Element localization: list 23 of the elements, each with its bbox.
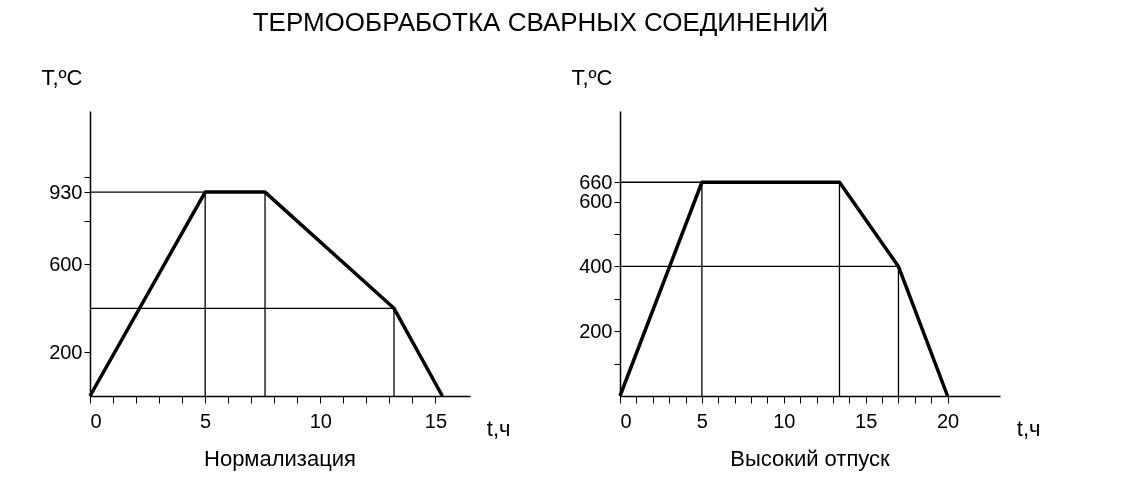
y-tick-label: 600 [49, 252, 83, 275]
y-axis-title: T,ºC [571, 64, 613, 90]
y-tick-label: 200 [49, 340, 83, 363]
x-tick-label: 5 [200, 409, 212, 432]
x-tick-label: 5 [696, 409, 708, 432]
y-tick-label: 200 [579, 319, 613, 342]
x-tick-label: 20 [936, 409, 960, 432]
x-tick-label: 0 [90, 409, 102, 432]
y-tick-label: 600 [579, 190, 613, 213]
x-tick-label: 10 [773, 409, 796, 432]
text: Нормализация [204, 446, 356, 471]
x-tick-label: 0 [620, 409, 632, 432]
text: Высокий отпуск [730, 446, 891, 471]
x-tick-label: 10 [309, 409, 332, 432]
y-axis-title: T,ºC [41, 64, 83, 90]
x-tick-label: 15 [855, 409, 878, 432]
y-tick-label: 930 [49, 180, 83, 203]
x-axis-title: t,ч [486, 415, 511, 441]
y-tick-label: 660 [579, 170, 613, 193]
x-axis-title: t,ч [1016, 415, 1041, 441]
y-tick-label: 400 [579, 254, 613, 277]
text: ТЕРМООБРАБОТКА СВАРНЫХ СОЕДИНЕНИЙ [252, 7, 829, 37]
x-tick-label: 15 [424, 409, 448, 432]
